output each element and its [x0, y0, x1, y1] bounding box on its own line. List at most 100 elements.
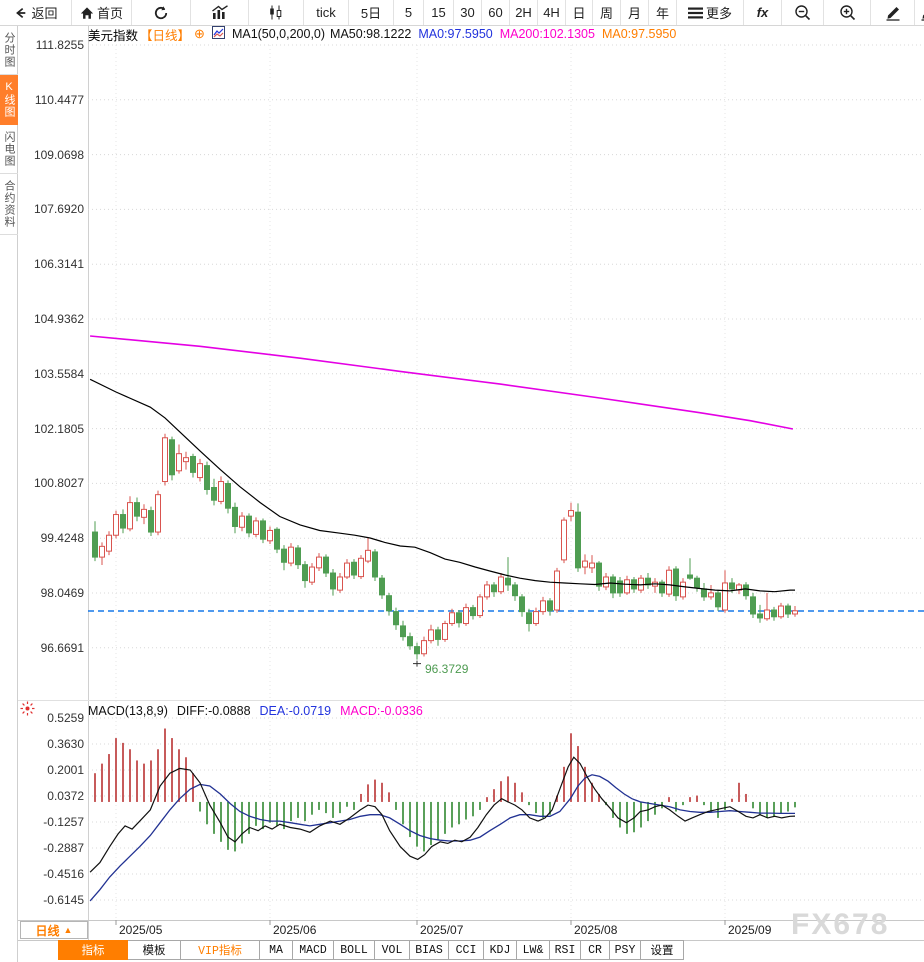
candle-body [456, 612, 462, 624]
candle-body [491, 584, 497, 593]
sidebar-tab-2[interactable]: 闪电图 [0, 125, 18, 174]
price-tick-label: 110.4477 [34, 92, 84, 107]
period-selector[interactable]: 日线 ▲ [20, 921, 88, 939]
toolbar-zoom-out-button[interactable] [782, 0, 824, 25]
candle-body [155, 494, 161, 533]
toolbar-bar-chart-button[interactable] [191, 0, 249, 25]
toolbar-label: 周 [599, 6, 613, 21]
sidebar-tab-0[interactable]: 分时图 [0, 26, 18, 75]
indicator-tab-rsi[interactable]: RSI [549, 940, 581, 960]
time-tick-label: 2025/09 [728, 923, 772, 937]
candle-body [694, 577, 700, 589]
toolbar-min15-button[interactable]: 15 [424, 0, 454, 25]
price-tick-label: 107.6920 [33, 202, 84, 217]
candle-body [568, 510, 574, 517]
indicator-tab-ma[interactable]: MA [259, 940, 293, 960]
indicator-tab-bias[interactable]: BIAS [409, 940, 449, 960]
candle-body [421, 640, 427, 655]
indicator-tab-设置[interactable]: 设置 [640, 940, 684, 960]
toolbar-tick-button[interactable]: tick [304, 0, 349, 25]
indicator-tab-kdj[interactable]: KDJ [483, 940, 517, 960]
sidebar-tab-1[interactable]: K线图 [0, 75, 18, 125]
candle-body [470, 607, 476, 617]
indicator-tab-模板[interactable]: 模板 [127, 940, 181, 960]
toolbar-min5-button[interactable]: 5 [394, 0, 424, 25]
toolbar-back-button[interactable]: 返回 [0, 0, 72, 25]
price-tick-label: 104.9362 [33, 312, 84, 326]
toolbar-month-button[interactable]: 月 [621, 0, 649, 25]
indicator-tab-指标[interactable]: 指标 [58, 940, 128, 960]
toolbar-year-button[interactable]: 年 [649, 0, 677, 25]
macd-tick-label: 0.5259 [47, 711, 84, 725]
toolbar-min60-button[interactable]: 60 [482, 0, 510, 25]
symbol-name: 美元指数 [88, 28, 139, 43]
toolbar-h4-button[interactable]: 4H [538, 0, 566, 25]
toolbar-more-button[interactable]: 更多 [677, 0, 744, 25]
indicator-tab-vip指标[interactable]: VIP指标 [180, 940, 260, 960]
candle-body [729, 582, 735, 590]
indicator-tab-cci[interactable]: CCI [448, 940, 484, 960]
toolbar-label: 月 [627, 6, 641, 21]
toolbar-refresh-button[interactable] [132, 0, 191, 25]
price-tick-label: 99.4248 [40, 531, 84, 546]
toolbar-candle-chart-button[interactable] [249, 0, 304, 25]
macd-settings-icon[interactable] [20, 701, 35, 721]
candle-body [253, 520, 259, 535]
mini-chart-icon[interactable] [211, 26, 225, 42]
candle-body [302, 564, 308, 582]
candle-body [281, 548, 287, 563]
toolbar-formula-button[interactable]: fx [744, 0, 782, 25]
macd-title: MACD(13,8,9) [88, 704, 168, 718]
sidebar-tab-3[interactable]: 合约资料 [0, 174, 18, 235]
toolbar-draw2-button[interactable] [915, 0, 924, 25]
toolbar-label: 30 [460, 5, 475, 20]
candle-body [309, 566, 315, 583]
indicator-tab-psy[interactable]: PSY [609, 940, 641, 960]
chart-type-sidebar: 分时图 K线图 闪电图 合约资料 [0, 26, 18, 962]
indicator-tab-vol[interactable]: VOL [374, 940, 410, 960]
candle-body [218, 481, 224, 502]
time-tick-label: 2025/06 [273, 923, 317, 937]
indicator-tab-macd[interactable]: MACD [292, 940, 334, 960]
toolbar-draw-button[interactable] [871, 0, 915, 25]
line [89, 756, 796, 873]
toolbar-day-button[interactable]: 日 [566, 0, 593, 25]
candle-body [127, 502, 133, 530]
candle-body [435, 629, 441, 640]
candle-body [211, 487, 217, 501]
candle-body [113, 514, 119, 536]
candle-body [540, 600, 546, 613]
indicator-tab-lw&[interactable]: LW& [516, 940, 550, 960]
candle-body [134, 502, 140, 517]
candle-body [316, 556, 322, 569]
macd-tick-label: -0.4516 [43, 867, 84, 881]
candle-body [519, 596, 525, 613]
candle-body [778, 605, 784, 618]
candle-body [99, 545, 105, 558]
candle-body [624, 579, 630, 594]
toolbar-label: tick [316, 5, 336, 20]
toolbar-5day-button[interactable]: 5日 [349, 0, 394, 25]
toolbar-home-button[interactable]: 首页 [72, 0, 132, 25]
candle-body [365, 549, 371, 562]
candle-body [617, 580, 623, 594]
toolbar-h2-button[interactable]: 2H [510, 0, 538, 25]
indicator-tab-boll[interactable]: BOLL [333, 940, 375, 960]
line [90, 335, 794, 430]
pencil-icon [884, 5, 901, 21]
expand-icon[interactable]: ⊕ [194, 26, 205, 41]
candle-body [239, 515, 245, 528]
pencil-icon [919, 5, 924, 21]
candle-body [505, 577, 511, 586]
indicator-tab-cr[interactable]: CR [580, 940, 610, 960]
candle-body [659, 581, 665, 594]
candlestick-icon [268, 5, 284, 20]
toolbar-week-button[interactable]: 周 [593, 0, 621, 25]
candle-body [232, 506, 238, 527]
toolbar-zoom-in-button[interactable] [824, 0, 871, 25]
period-low-label: 96.3729 [425, 661, 469, 676]
toolbar-min30-button[interactable]: 30 [454, 0, 482, 25]
price-tick-label: 102.1805 [33, 421, 84, 436]
